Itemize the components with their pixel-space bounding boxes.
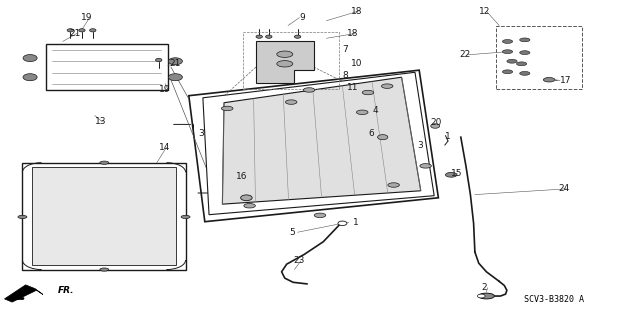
Text: 4: 4 <box>372 106 378 115</box>
Text: 22: 22 <box>460 50 471 59</box>
Text: 7: 7 <box>342 45 348 54</box>
Ellipse shape <box>221 106 233 111</box>
Ellipse shape <box>256 35 262 38</box>
Text: 15: 15 <box>451 169 463 178</box>
Text: 19: 19 <box>81 13 92 22</box>
Text: 20: 20 <box>430 118 442 127</box>
Text: 13: 13 <box>95 117 106 126</box>
Ellipse shape <box>303 88 315 92</box>
Polygon shape <box>256 41 314 83</box>
Ellipse shape <box>100 268 109 271</box>
Ellipse shape <box>241 195 252 201</box>
Text: FR.: FR. <box>58 286 74 295</box>
Text: 16: 16 <box>236 172 247 181</box>
Polygon shape <box>203 72 434 215</box>
Ellipse shape <box>168 74 182 81</box>
Polygon shape <box>4 285 43 302</box>
Ellipse shape <box>181 215 190 219</box>
Text: 6: 6 <box>368 129 374 138</box>
Ellipse shape <box>502 70 513 74</box>
Ellipse shape <box>520 38 530 42</box>
Ellipse shape <box>277 61 293 67</box>
Ellipse shape <box>445 172 457 177</box>
Ellipse shape <box>23 55 37 62</box>
Polygon shape <box>46 44 168 90</box>
Bar <box>243 32 339 89</box>
Ellipse shape <box>520 51 530 55</box>
Ellipse shape <box>168 58 182 65</box>
Ellipse shape <box>23 74 37 81</box>
Text: 9: 9 <box>300 13 305 22</box>
Ellipse shape <box>338 221 347 226</box>
Text: 21: 21 <box>69 29 81 38</box>
Text: 1: 1 <box>445 132 451 141</box>
Polygon shape <box>32 167 176 265</box>
Ellipse shape <box>502 40 513 43</box>
Text: 3: 3 <box>198 129 204 138</box>
Text: 24: 24 <box>558 184 570 193</box>
Ellipse shape <box>285 100 297 104</box>
Ellipse shape <box>244 204 255 208</box>
Text: 18: 18 <box>347 29 358 38</box>
Ellipse shape <box>507 59 517 63</box>
Ellipse shape <box>378 135 388 140</box>
Text: 23: 23 <box>293 256 305 265</box>
Text: 21: 21 <box>170 59 181 68</box>
Text: 1: 1 <box>353 218 359 227</box>
Ellipse shape <box>79 29 85 32</box>
Ellipse shape <box>502 50 513 54</box>
Ellipse shape <box>294 35 301 38</box>
Ellipse shape <box>543 78 555 82</box>
Text: 2: 2 <box>481 283 487 292</box>
Ellipse shape <box>520 71 530 75</box>
Ellipse shape <box>479 293 495 299</box>
Text: 8: 8 <box>342 71 348 80</box>
Polygon shape <box>223 77 421 204</box>
Ellipse shape <box>381 84 393 88</box>
Text: 17: 17 <box>560 76 572 85</box>
Ellipse shape <box>477 294 485 298</box>
Polygon shape <box>189 70 438 222</box>
Text: 5: 5 <box>289 228 295 237</box>
Text: 10: 10 <box>351 59 362 68</box>
Ellipse shape <box>266 35 272 38</box>
Polygon shape <box>22 163 186 270</box>
Ellipse shape <box>277 51 293 57</box>
Ellipse shape <box>67 29 74 32</box>
Ellipse shape <box>18 215 27 219</box>
Ellipse shape <box>516 62 527 66</box>
Ellipse shape <box>431 124 440 128</box>
Text: 12: 12 <box>479 7 490 16</box>
Ellipse shape <box>100 161 109 164</box>
Ellipse shape <box>356 110 368 115</box>
Text: 18: 18 <box>351 7 362 16</box>
Text: 19: 19 <box>159 85 170 94</box>
Ellipse shape <box>90 29 96 32</box>
Ellipse shape <box>388 183 399 187</box>
Ellipse shape <box>156 58 162 62</box>
Text: 3: 3 <box>417 141 423 150</box>
Ellipse shape <box>420 164 431 168</box>
Ellipse shape <box>362 90 374 95</box>
Text: 14: 14 <box>159 143 170 152</box>
Text: 11: 11 <box>347 83 358 92</box>
Ellipse shape <box>314 213 326 218</box>
Bar <box>496 26 582 89</box>
Text: SCV3-B3820 A: SCV3-B3820 A <box>524 295 584 304</box>
